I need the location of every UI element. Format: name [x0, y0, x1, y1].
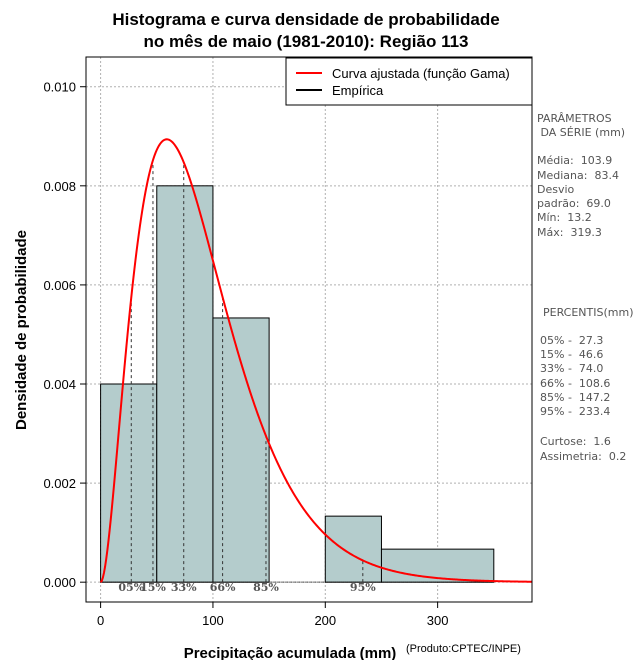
histogram-bar	[212, 317, 270, 583]
params-title-line2: DA SÉRIE (mm)	[537, 126, 625, 139]
x-axis: 0 100 200 300	[97, 602, 448, 628]
histogram-bar	[380, 548, 495, 583]
percentil-33: 33% - 74.0	[540, 362, 603, 375]
percentiles-panel: PERCENTIS(mm) 05% - 27.3 15% - 46.6 33% …	[540, 306, 634, 463]
x-tick-label: 300	[427, 613, 449, 628]
percentile-label: 95%	[350, 581, 376, 594]
legend: Curva ajustada (função Gama) Empírica	[285, 57, 533, 106]
chart-title: Histograma e curva densidade de probabil…	[112, 10, 499, 29]
param-desvio-line1: Desvio	[537, 183, 575, 196]
y-tick-label: 0.004	[43, 377, 76, 392]
curtose: Curtose: 1.6	[540, 435, 611, 448]
series-parameters-panel: PARÂMETROS DA SÉRIE (mm) Média: 103.9 Me…	[537, 112, 625, 239]
x-axis-label: Precipitação acumulada (mm)	[184, 645, 397, 660]
percentil-05: 05% - 27.3	[540, 334, 603, 347]
percentile-lines	[130, 160, 364, 583]
assimetria: Assimetria: 0.2	[540, 450, 626, 463]
gamma-curve-layer	[99, 138, 533, 583]
x-tick-label: 0	[97, 613, 104, 628]
x-tick-label: 100	[202, 613, 224, 628]
percentile-label: 66%	[210, 581, 236, 594]
param-desvio-line2: padrão: 69.0	[537, 197, 611, 210]
percentis-title: PERCENTIS(mm)	[543, 306, 634, 319]
x-tick-label: 200	[314, 613, 336, 628]
param-min: Mín: 13.2	[537, 211, 592, 224]
percentil-66: 66% - 108.6	[540, 377, 610, 390]
y-axis: 0.000 0.002 0.004 0.006 0.008 0.010	[43, 80, 86, 590]
legend-item-curve: Curva ajustada (função Gama)	[332, 66, 510, 81]
y-tick-label: 0.008	[43, 179, 76, 194]
params-title-line1: PARÂMETROS	[537, 112, 612, 125]
percentile-label: 05%	[118, 581, 144, 594]
histogram-bar	[100, 383, 158, 583]
y-axis-label: Densidade de probabilidade	[13, 230, 30, 430]
histogram-bar	[324, 515, 382, 583]
legend-item-empirical: Empírica	[332, 83, 384, 98]
percentile-label: 15%	[140, 581, 166, 594]
product-credit: (Produto:CPTEC/INPE)	[406, 643, 521, 655]
param-media: Média: 103.9	[537, 154, 612, 167]
percentile-labels: 05%15% 33% 66% 85% 95%	[118, 581, 376, 594]
percentil-95: 95% - 233.4	[540, 405, 610, 418]
y-tick-label: 0.002	[43, 476, 76, 491]
y-tick-label: 0.010	[43, 80, 76, 95]
param-max: Máx: 319.3	[537, 226, 602, 239]
histogram-bar	[156, 185, 214, 583]
gamma-curve	[99, 138, 533, 583]
percentil-85: 85% - 147.2	[540, 391, 610, 404]
plot-frame	[85, 56, 533, 603]
percentil-15: 15% - 46.6	[540, 348, 603, 361]
chart-subtitle: no mês de maio (1981-2010): Região 113	[143, 32, 468, 51]
y-tick-label: 0.000	[43, 575, 76, 590]
legend-box	[285, 57, 533, 106]
param-mediana: Mediana: 83.4	[537, 169, 619, 182]
percentile-label: 33%	[171, 581, 197, 594]
y-tick-label: 0.006	[43, 278, 76, 293]
percentile-label: 85%	[253, 581, 279, 594]
